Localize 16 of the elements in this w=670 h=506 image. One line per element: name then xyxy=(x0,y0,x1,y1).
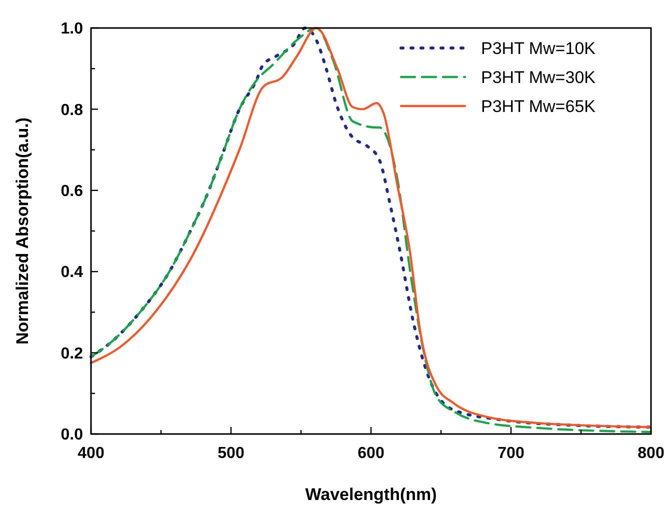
legend-label: P3HT Mw=10K xyxy=(481,38,596,58)
y-tick-label: 0.0 xyxy=(60,426,84,444)
y-tick-label: 1.0 xyxy=(60,20,84,38)
y-tick-label: 0.4 xyxy=(60,264,84,282)
y-tick-label: 0.8 xyxy=(60,102,84,119)
y-axis-title: Normalized Absorption(a.u.) xyxy=(13,118,32,344)
x-tick-label: 600 xyxy=(358,445,384,462)
x-tick-label: 500 xyxy=(218,445,244,462)
x-tick-label: 400 xyxy=(78,445,104,462)
y-tick-label: 0.6 xyxy=(60,183,84,200)
x-tick-label: 700 xyxy=(498,445,524,462)
x-axis-title: Wavelength(nm) xyxy=(305,485,437,504)
legend-label: P3HT Mw=30K xyxy=(481,68,596,87)
x-tick-label: 800 xyxy=(638,445,664,462)
legend-label: P3HT Mw=65K xyxy=(481,96,596,116)
y-tick-label: 0.2 xyxy=(60,345,84,362)
